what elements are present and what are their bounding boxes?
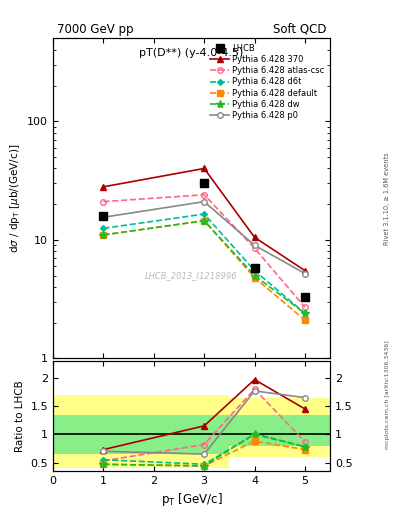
Line: Pythia 6.428 d6t: Pythia 6.428 d6t bbox=[101, 212, 307, 315]
Pythia 6.428 atlas-csc bbox=[252, 245, 257, 251]
Pythia 6.428 370 bbox=[202, 165, 207, 172]
Line: Pythia 6.428 370: Pythia 6.428 370 bbox=[101, 166, 308, 273]
Pythia 6.428 atlas-csc bbox=[303, 304, 307, 310]
Line: Pythia 6.428 default: Pythia 6.428 default bbox=[101, 218, 308, 323]
Pythia 6.428 default bbox=[101, 232, 106, 238]
Line: LHCB: LHCB bbox=[99, 179, 309, 301]
Pythia 6.428 dw bbox=[303, 310, 307, 316]
Y-axis label: d$\sigma$ / dp$_\mathrm{T}$ [$\mu$b/(GeV/c)]: d$\sigma$ / dp$_\mathrm{T}$ [$\mu$b/(GeV… bbox=[7, 144, 22, 253]
Pythia 6.428 dw bbox=[101, 232, 106, 238]
Text: mcplots.cern.ch [arXiv:1306.3436]: mcplots.cern.ch [arXiv:1306.3436] bbox=[385, 340, 389, 449]
Text: 7000 GeV pp: 7000 GeV pp bbox=[57, 23, 134, 36]
Pythia 6.428 d6t bbox=[101, 225, 106, 231]
Pythia 6.428 p0 bbox=[252, 242, 257, 248]
Pythia 6.428 370 bbox=[101, 184, 106, 190]
Text: LHCB_2013_I1218996: LHCB_2013_I1218996 bbox=[145, 271, 238, 280]
Pythia 6.428 default bbox=[202, 218, 207, 224]
LHCB bbox=[101, 212, 106, 219]
Y-axis label: Ratio to LHCB: Ratio to LHCB bbox=[15, 380, 25, 452]
LHCB bbox=[202, 180, 207, 186]
X-axis label: p$_\mathrm{T}$ [GeV/c]: p$_\mathrm{T}$ [GeV/c] bbox=[161, 492, 222, 508]
Line: Pythia 6.428 p0: Pythia 6.428 p0 bbox=[101, 199, 308, 276]
Pythia 6.428 default bbox=[252, 274, 257, 281]
Text: Rivet 3.1.10, ≥ 1.6M events: Rivet 3.1.10, ≥ 1.6M events bbox=[384, 152, 390, 245]
Pythia 6.428 p0 bbox=[303, 270, 307, 276]
Line: Pythia 6.428 dw: Pythia 6.428 dw bbox=[99, 217, 309, 317]
LHCB bbox=[252, 265, 257, 271]
Legend: LHCB, Pythia 6.428 370, Pythia 6.428 atlas-csc, Pythia 6.428 d6t, Pythia 6.428 d: LHCB, Pythia 6.428 370, Pythia 6.428 atl… bbox=[209, 42, 326, 121]
Pythia 6.428 dw bbox=[252, 272, 257, 279]
Pythia 6.428 dw bbox=[202, 218, 207, 224]
Pythia 6.428 p0 bbox=[101, 214, 106, 220]
Pythia 6.428 default bbox=[303, 317, 307, 323]
Text: Soft QCD: Soft QCD bbox=[273, 23, 326, 36]
Line: Pythia 6.428 atlas-csc: Pythia 6.428 atlas-csc bbox=[101, 192, 308, 310]
Pythia 6.428 370 bbox=[252, 234, 257, 241]
Pythia 6.428 370 bbox=[303, 268, 307, 274]
Pythia 6.428 atlas-csc bbox=[101, 199, 106, 205]
Pythia 6.428 d6t bbox=[303, 310, 307, 316]
Pythia 6.428 d6t bbox=[202, 211, 207, 217]
LHCB bbox=[303, 294, 307, 300]
Text: pT(D**) (y-4.0-4.5): pT(D**) (y-4.0-4.5) bbox=[140, 48, 244, 58]
Pythia 6.428 atlas-csc bbox=[202, 191, 207, 198]
Pythia 6.428 d6t bbox=[252, 268, 257, 274]
Pythia 6.428 p0 bbox=[202, 199, 207, 205]
